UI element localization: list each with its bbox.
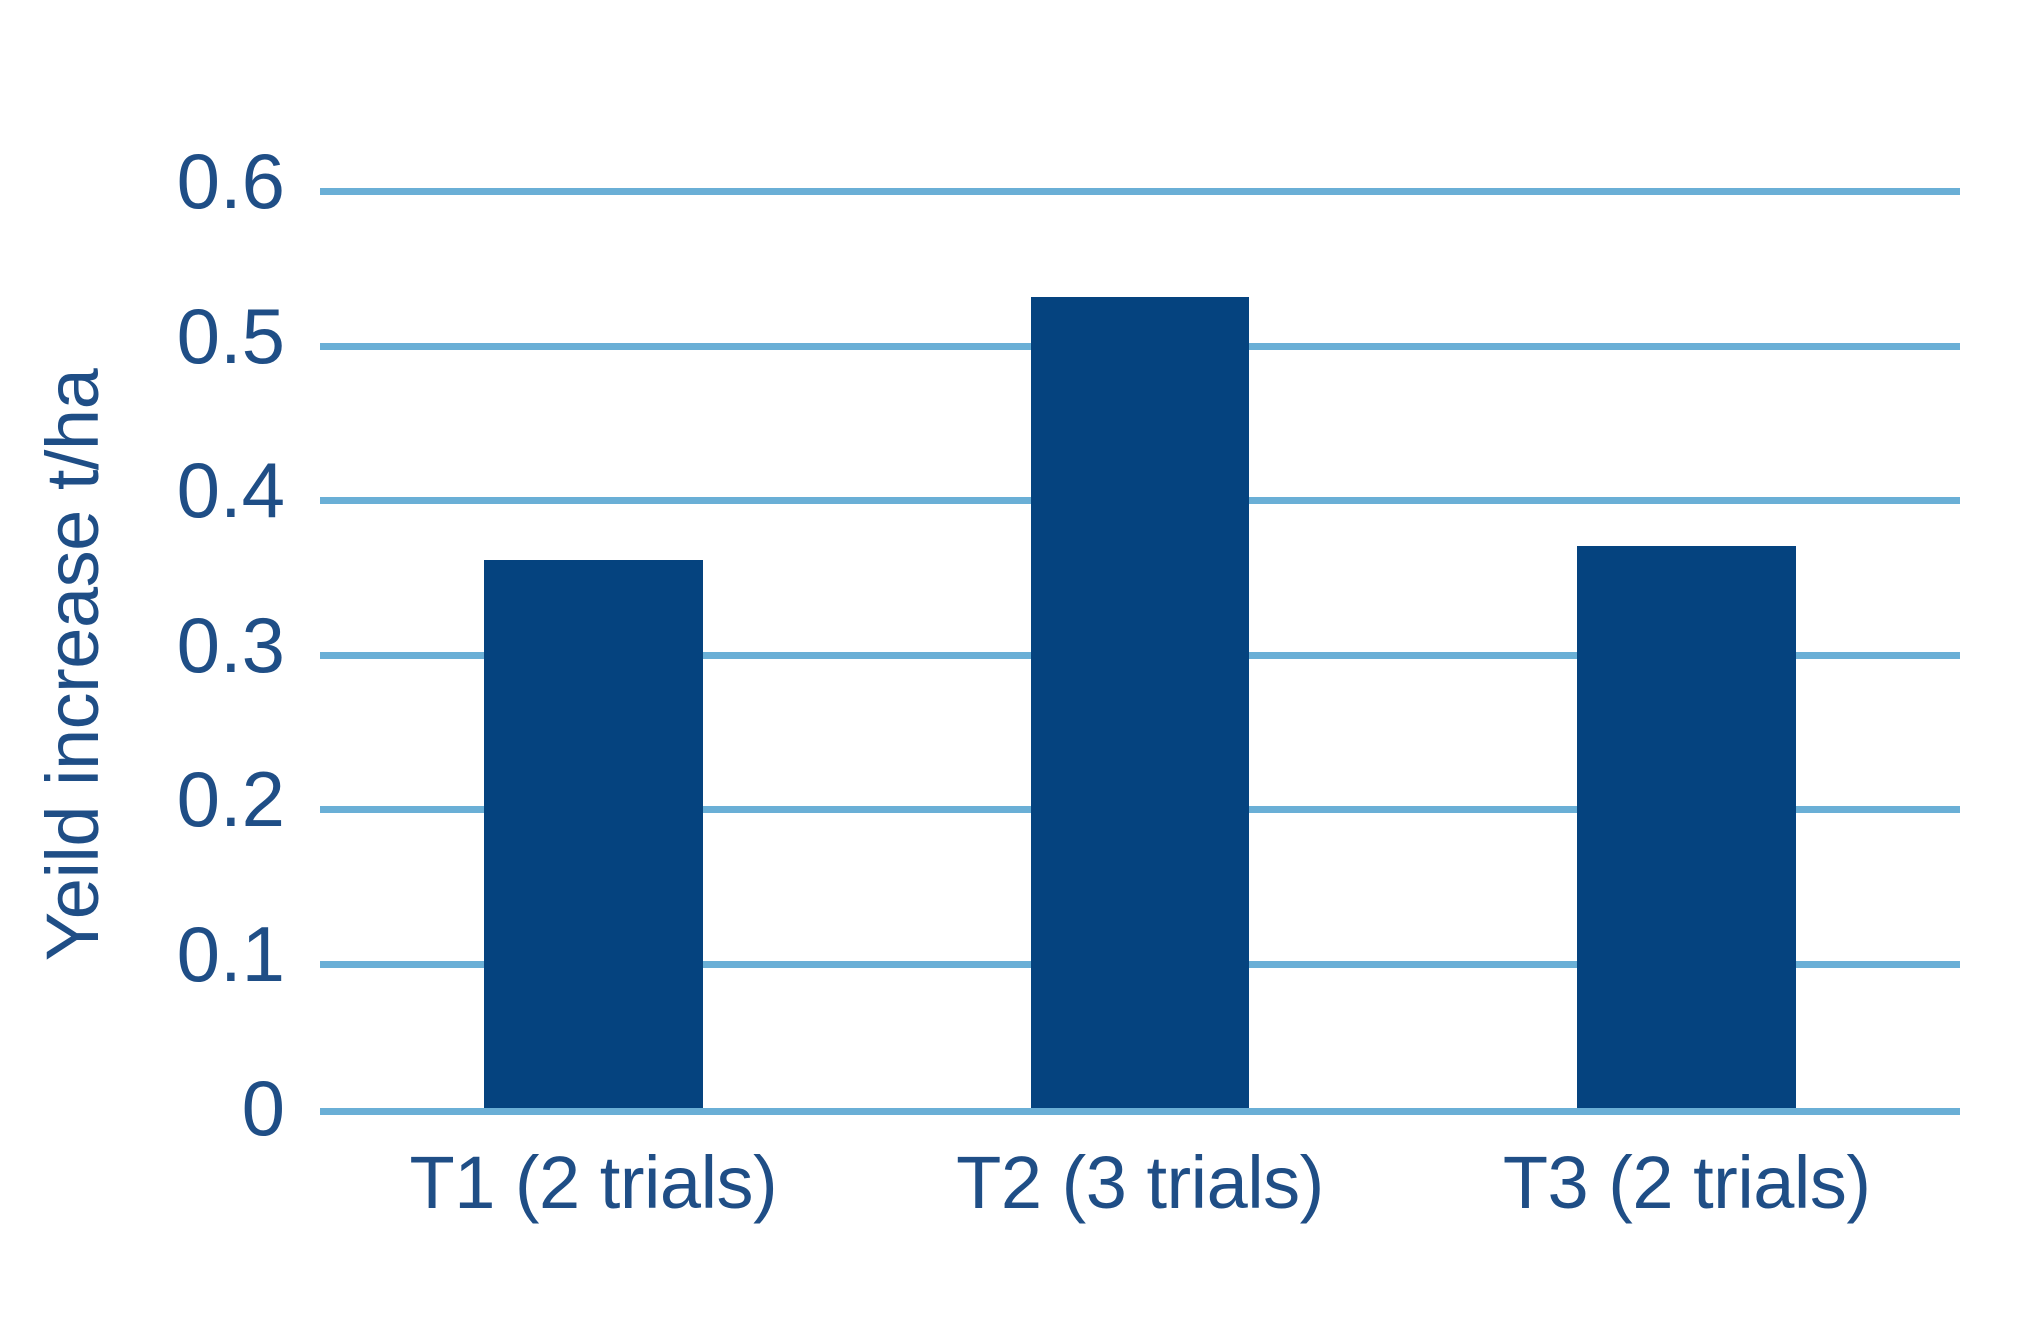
gridline-0.6 xyxy=(320,188,1960,195)
bar-t1[interactable] xyxy=(484,559,703,1108)
y-tick-label-0.1: 0.1 xyxy=(176,910,285,998)
bar-t2[interactable] xyxy=(1030,296,1250,1108)
y-tick-label-0: 0 xyxy=(241,1064,285,1152)
y-tick-label-0.5: 0.5 xyxy=(176,292,285,380)
x-tick-label-t3: T3 (2 trials) xyxy=(1502,1141,1871,1224)
x-axis-category-labels: T1 (2 trials) T2 (3 trials) T3 (2 trials… xyxy=(320,1140,1960,1250)
gridline-0 xyxy=(320,1108,1960,1115)
plot-area xyxy=(320,188,1960,1115)
bar-t3[interactable] xyxy=(1577,545,1796,1108)
x-tick-label-t1: T1 (2 trials) xyxy=(409,1141,778,1224)
y-tick-label-0.4: 0.4 xyxy=(176,446,285,534)
x-tick-label-t2: T2 (3 trials) xyxy=(956,1141,1324,1224)
y-tick-label-0.2: 0.2 xyxy=(176,755,285,843)
y-tick-label-0.3: 0.3 xyxy=(176,601,285,689)
y-tick-label-0.6: 0.6 xyxy=(176,137,285,225)
